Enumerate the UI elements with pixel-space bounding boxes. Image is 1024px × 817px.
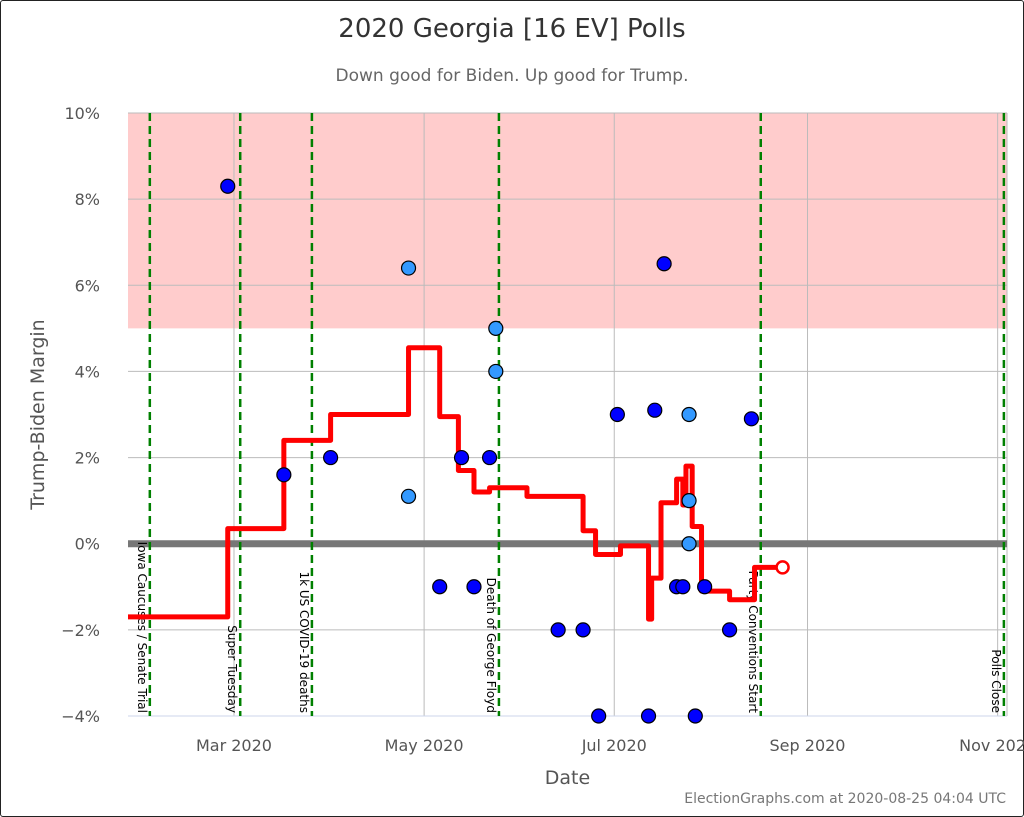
event-label: 1k US COVID-19 deaths bbox=[297, 571, 311, 713]
poll-point bbox=[687, 708, 703, 724]
y-tick-label: 2% bbox=[75, 449, 100, 468]
y-tick-label: 10% bbox=[64, 104, 100, 123]
x-tick-label: Jul 2020 bbox=[581, 736, 647, 755]
poll-point bbox=[743, 411, 760, 427]
event-label: Super Tuesday bbox=[225, 625, 239, 713]
event-label: Party Conventions Start bbox=[746, 571, 760, 714]
poll-point bbox=[400, 260, 417, 276]
poll-point bbox=[675, 579, 691, 595]
event-label: Polls Close bbox=[989, 649, 1003, 713]
y-tick-label: 6% bbox=[75, 276, 100, 295]
poll-point bbox=[400, 488, 417, 504]
poll-point bbox=[647, 402, 663, 418]
chart-subtitle: Down good for Biden. Up good for Trump. bbox=[335, 66, 689, 86]
event-label: Death of George Floyd bbox=[484, 578, 498, 713]
x-axis-label: Date bbox=[545, 767, 590, 789]
poll-point bbox=[323, 449, 339, 466]
poll-point bbox=[276, 467, 292, 483]
poll-point bbox=[488, 320, 504, 336]
x-tick-label: May 2020 bbox=[385, 736, 464, 755]
chart-title: 2020 Georgia [16 EV] Polls bbox=[338, 14, 686, 44]
poll-point bbox=[640, 708, 657, 724]
poll-point bbox=[609, 406, 625, 423]
poll-point bbox=[481, 449, 498, 466]
x-tick-label: Mar 2020 bbox=[196, 736, 272, 755]
poll-point bbox=[591, 708, 607, 724]
poll-point bbox=[656, 256, 672, 272]
y-tick-label: 4% bbox=[75, 362, 100, 381]
poll-point bbox=[575, 622, 591, 638]
y-tick-label: −4% bbox=[61, 707, 100, 726]
poll-point bbox=[681, 536, 697, 552]
trump-favored-band bbox=[128, 113, 1007, 329]
event-label: Iowa Caucuses / Senate Trial bbox=[135, 542, 149, 713]
poll-point bbox=[550, 622, 566, 638]
credit: ElectionGraphs.com at 2020-08-25 04:04 U… bbox=[684, 791, 1006, 807]
poll-point bbox=[681, 493, 697, 509]
y-axis-label: Trump-Biden Margin bbox=[27, 319, 49, 510]
y-tick-label: 8% bbox=[75, 190, 100, 209]
poll-point bbox=[432, 579, 448, 595]
poll-point bbox=[721, 622, 738, 638]
poll-point bbox=[466, 579, 482, 595]
poll-point bbox=[453, 449, 470, 466]
poll-point bbox=[697, 579, 713, 595]
average-line bbox=[128, 345, 783, 622]
y-tick-label: 0% bbox=[75, 535, 100, 554]
x-tick-label: Nov 2020 bbox=[959, 736, 1024, 755]
poll-point bbox=[488, 363, 504, 380]
y-tick-label: −2% bbox=[61, 621, 100, 640]
x-tick-label: Sep 2020 bbox=[770, 736, 846, 755]
average-end-marker bbox=[775, 560, 790, 575]
poll-point bbox=[681, 406, 697, 423]
poll-point bbox=[220, 178, 236, 194]
